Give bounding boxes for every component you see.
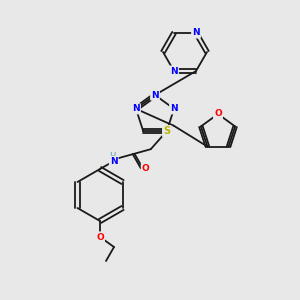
- Text: O: O: [142, 164, 150, 173]
- Text: N: N: [110, 157, 118, 166]
- Text: O: O: [96, 232, 104, 242]
- Text: N: N: [151, 91, 159, 100]
- Text: N: N: [132, 104, 140, 113]
- Text: S: S: [163, 126, 170, 136]
- Text: N: N: [192, 28, 200, 38]
- Text: N: N: [170, 104, 178, 113]
- Text: O: O: [214, 110, 222, 118]
- Text: N: N: [170, 67, 178, 76]
- Text: H: H: [110, 152, 116, 161]
